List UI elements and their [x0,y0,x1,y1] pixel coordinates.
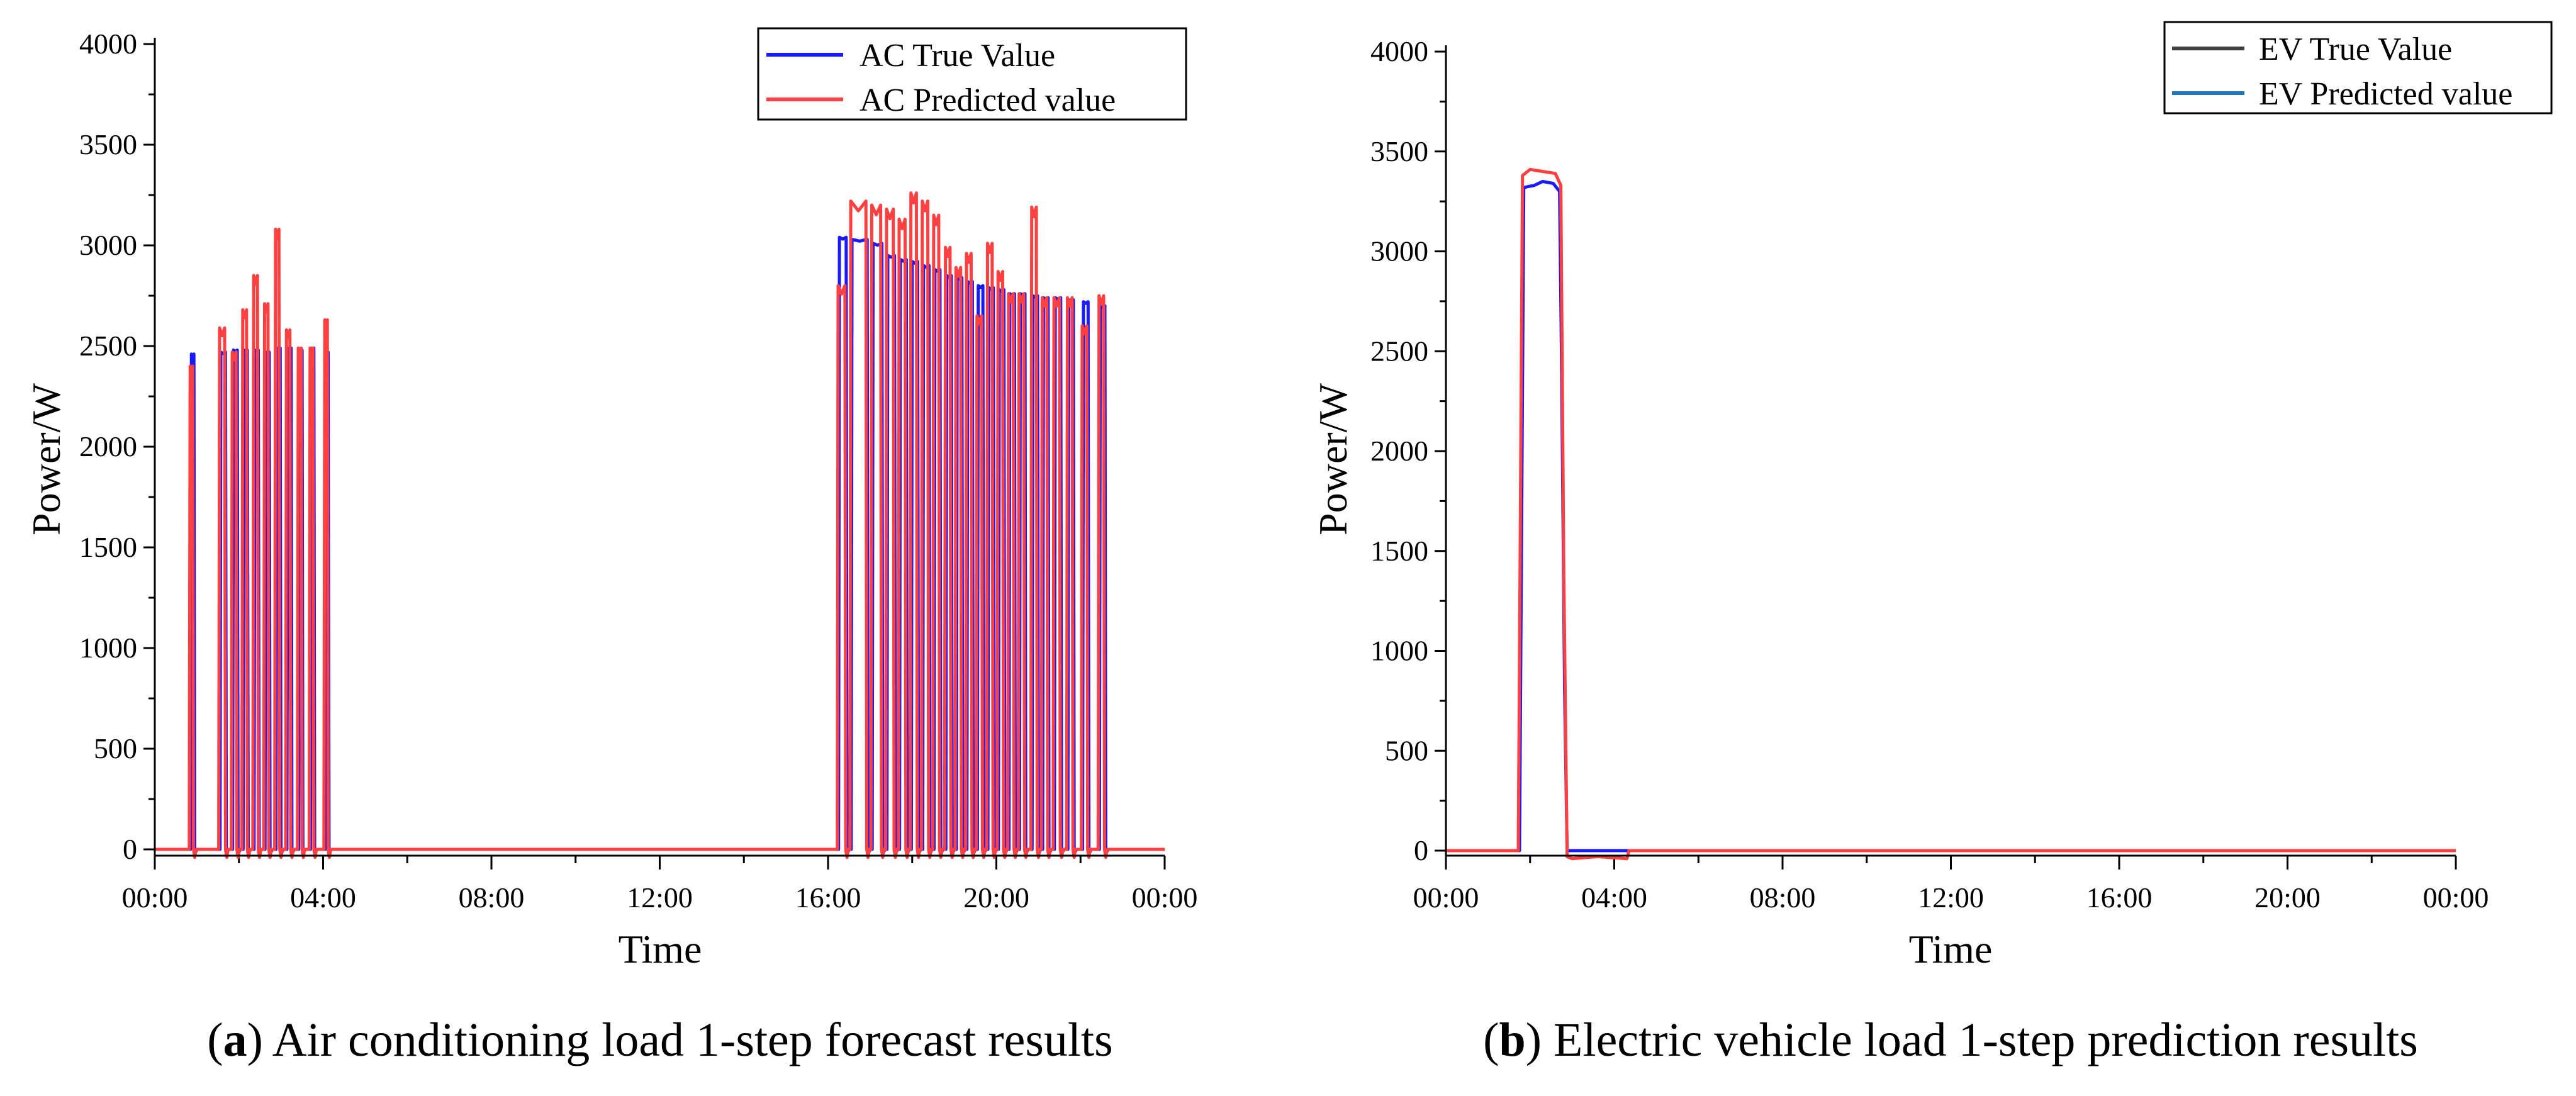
x-tick-label: 08:00 [459,881,525,914]
panel-b-ylabel: Power/W [1311,383,1355,535]
y-tick-label: 4000 [1370,35,1428,67]
y-tick-label: 500 [1385,734,1428,766]
panel-b-caption-text: Electric vehicle load 1-step prediction … [1554,1014,2418,1066]
x-tick-label: 00:00 [122,881,188,914]
panel-b-xlabel: Time [1909,927,1993,971]
y-tick-label: 500 [94,732,137,764]
x-tick-label: 00:00 [2423,881,2489,914]
y-tick-label: 1000 [79,632,137,664]
panel-b-letter: b [1499,1014,1525,1066]
panel-b-series-0-line [1446,179,2456,853]
y-tick-label: 2500 [1370,335,1428,367]
panel-b-series [1446,167,2456,861]
x-tick-label: 16:00 [2086,881,2153,914]
legend-b-pred-label: EV Predicted value [2259,76,2512,112]
panel-b-ticks: 0 500 1000 1500 2000 2500 3000 3500 4000 00:00 04:… [1370,35,2489,914]
legend-a-pred-label: AC Predicted value [860,82,1116,118]
y-tick-label: 3500 [79,128,137,160]
y-tick-label: 3500 [1370,135,1428,167]
panel-a-ylabel: Power/W [24,383,69,535]
panel-b-legend: EV True Value EV Predicted value [2163,21,2553,115]
panel-b-series-1-line [1446,167,2456,861]
panel-a-letter: a [223,1014,247,1066]
panel-a-caption-text: Air conditioning load 1-step forecast re… [272,1014,1113,1066]
panel-a-axes [154,38,1165,857]
panel-a-ticks: 0 500 1000 1500 2000 2500 3000 3500 4000 00:00 04:… [79,28,1197,914]
panel-a-series-1-line [155,191,1165,859]
legend-a-true-label: AC True Value [860,38,1055,74]
panel-b-caption: (b) Electric vehicle load 1-step predict… [1483,1014,2418,1066]
panel-a-xlabel: Time [619,927,702,971]
legend-b-true-label: EV True Value [2259,31,2452,67]
panel-a-chart: 0 500 1000 1500 2000 2500 3000 3500 4000 00:00 04:… [24,27,1197,1066]
y-tick-label: 1000 [1370,635,1428,667]
x-tick-label: 20:00 [963,881,1029,914]
y-tick-label: 4000 [79,28,137,60]
y-tick-label: 1500 [79,531,137,563]
x-tick-label: 20:00 [2254,881,2321,914]
x-tick-label: 08:00 [1750,881,1816,914]
x-tick-label: 12:00 [1918,881,1984,914]
x-tick-label: 04:00 [290,881,356,914]
x-tick-label: 00:00 [1132,881,1198,914]
panel-a-legend: AC True Value AC Predicted value [757,27,1187,121]
y-tick-label: 2000 [79,430,137,462]
y-tick-label: 3000 [79,229,137,261]
y-tick-label: 0 [1414,834,1428,866]
x-tick-label: 12:00 [627,881,693,914]
panel-a-series [155,191,1165,859]
y-tick-label: 2500 [79,330,137,362]
panel-a-caption: (a) Air conditioning load 1-step forecas… [207,1014,1112,1066]
panel-b-chart: 0 500 1000 1500 2000 2500 3000 3500 4000 00:00 04:… [1311,21,2553,1066]
x-tick-label: 00:00 [1413,881,1479,914]
y-tick-label: 2000 [1370,435,1428,467]
x-tick-label: 04:00 [1581,881,1647,914]
x-tick-label: 16:00 [795,881,861,914]
y-tick-label: 3000 [1370,235,1428,267]
panel-b-axes [1445,45,2456,857]
y-tick-label: 0 [123,833,137,865]
y-tick-label: 1500 [1370,535,1428,567]
